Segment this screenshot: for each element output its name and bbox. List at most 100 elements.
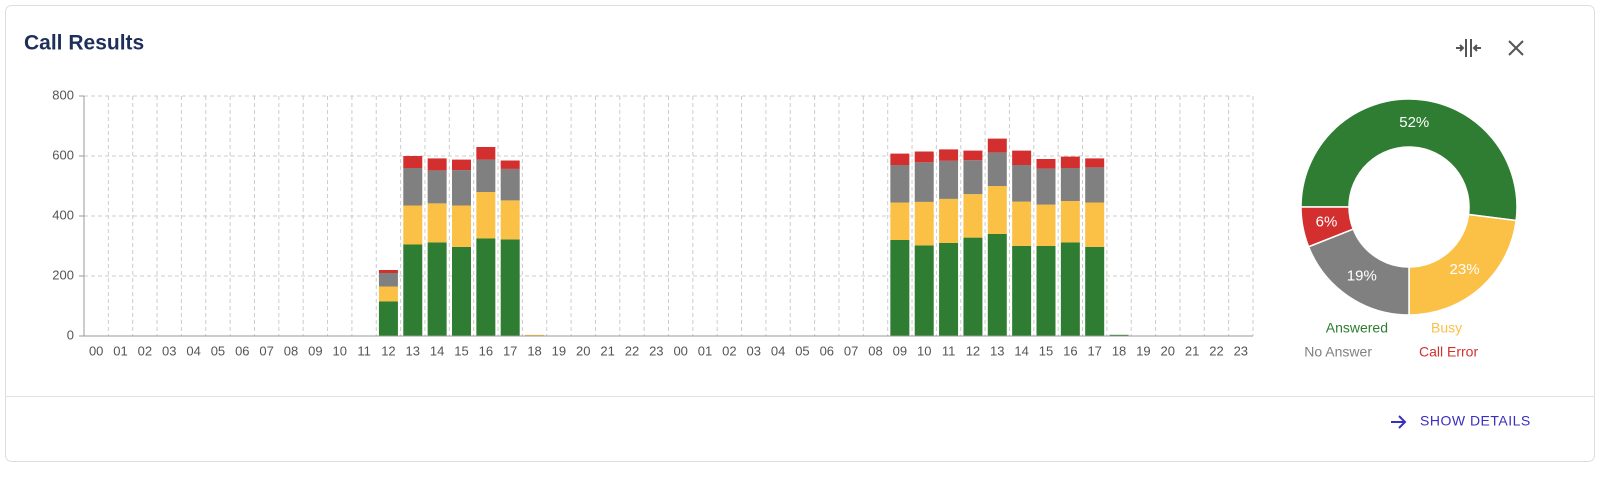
legend-entry: Call Error	[1419, 344, 1478, 360]
bar-segment	[476, 159, 496, 192]
x-tick-label: 13	[406, 343, 420, 358]
bar-segment	[403, 156, 423, 168]
bar-segment	[987, 186, 1007, 234]
bar-segment	[890, 153, 910, 165]
bar-segment	[1060, 168, 1080, 201]
bar-segment	[403, 205, 423, 245]
x-tick-label: 14	[1014, 343, 1028, 358]
x-tick-label: 06	[235, 343, 249, 358]
x-tick-label: 07	[259, 343, 273, 358]
x-tick-label: 05	[211, 343, 225, 358]
x-tick-label: 18	[1112, 343, 1126, 358]
x-tick-label: 09	[893, 343, 907, 358]
x-tick-label: 16	[1063, 343, 1077, 358]
legend-entry: No Answer	[1304, 344, 1372, 360]
x-tick-label: 17	[503, 343, 517, 358]
bar-segment	[914, 201, 934, 246]
x-tick-label: 01	[698, 343, 712, 358]
x-tick-label: 19	[552, 343, 566, 358]
x-tick-label: 20	[576, 343, 590, 358]
show-details-link[interactable]: SHOW DETAILS	[1420, 413, 1531, 429]
y-tick-label: 400	[52, 207, 74, 222]
legend-entry: Busy	[1431, 320, 1462, 336]
x-tick-label: 09	[308, 343, 322, 358]
bar-segment	[500, 239, 520, 336]
bar-segment	[939, 149, 959, 161]
x-tick-label: 11	[357, 343, 371, 358]
x-tick-label: 11	[942, 343, 956, 358]
bar-segment	[1036, 168, 1056, 205]
x-tick-label: 13	[990, 343, 1004, 358]
bar-segment	[476, 147, 496, 160]
x-tick-label: 12	[966, 343, 980, 358]
bar-segment	[987, 234, 1007, 336]
bar-segment	[914, 162, 934, 202]
x-tick-label: 08	[284, 343, 298, 358]
slice-label: 52%	[1399, 114, 1429, 131]
x-tick-label: 00	[89, 343, 103, 358]
x-tick-label: 01	[113, 343, 127, 358]
x-tick-label: 21	[600, 343, 614, 358]
bar-segment	[500, 160, 520, 169]
bar-segment	[890, 165, 910, 203]
donut-slice	[1300, 206, 1355, 248]
bar-segment	[378, 270, 398, 273]
x-tick-label: 03	[162, 343, 176, 358]
collapse-icon[interactable]	[1456, 39, 1481, 57]
bar-segment	[939, 160, 959, 199]
bar-segment	[963, 237, 983, 336]
bar-segment	[963, 160, 983, 195]
card-frame	[5, 5, 1595, 462]
legend-entry: Answered	[1326, 320, 1388, 336]
bar-segment	[1036, 159, 1056, 169]
close-icon[interactable]	[1508, 40, 1524, 56]
bar-segment	[1109, 334, 1129, 336]
x-tick-label: 02	[138, 343, 152, 358]
bar-segment	[427, 170, 447, 204]
x-tick-label: 08	[868, 343, 882, 358]
slice-label: 23%	[1450, 261, 1480, 278]
bar-segment	[1012, 165, 1032, 202]
x-tick-label: 03	[747, 343, 761, 358]
bar-segment	[451, 246, 471, 336]
bar-segment	[1085, 158, 1105, 168]
bar-segment	[939, 198, 959, 243]
bar-segment	[525, 334, 545, 336]
x-tick-label: 15	[1039, 343, 1053, 358]
bar-segment	[987, 152, 1007, 186]
x-tick-label: 10	[332, 343, 346, 358]
donut-slice	[1300, 98, 1518, 222]
bar-segment	[1036, 204, 1056, 246]
show-details[interactable]: SHOW DETAILS	[1391, 413, 1531, 429]
bar-segment	[914, 151, 934, 163]
bar-segment	[1085, 202, 1105, 247]
bar-segment	[451, 170, 471, 206]
bar-segment	[939, 243, 959, 336]
donut-slice	[1408, 213, 1517, 316]
bar-segment	[1012, 150, 1032, 165]
x-tick-label: 15	[454, 343, 468, 358]
x-tick-label: 10	[917, 343, 931, 358]
bar-segment	[427, 242, 447, 336]
x-tick-label: 07	[844, 343, 858, 358]
bar-segment	[451, 205, 471, 247]
x-tick-label: 06	[820, 343, 834, 358]
bar-segment	[427, 158, 447, 171]
y-tick-label: 0	[67, 327, 74, 342]
bar-segment	[1060, 156, 1080, 168]
bar-segment	[1085, 246, 1105, 336]
y-tick-label: 800	[52, 87, 74, 102]
x-tick-label: 22	[625, 343, 639, 358]
bar-segment	[963, 194, 983, 238]
x-tick-label: 18	[527, 343, 541, 358]
bar-segment	[914, 245, 934, 336]
bar-segment	[890, 202, 910, 240]
bar-segment	[403, 244, 423, 336]
x-tick-label: 00	[673, 343, 687, 358]
bar-segment	[451, 159, 471, 171]
x-tick-label: 16	[479, 343, 493, 358]
slice-label: 19%	[1347, 267, 1377, 284]
x-tick-label: 23	[1234, 343, 1248, 358]
